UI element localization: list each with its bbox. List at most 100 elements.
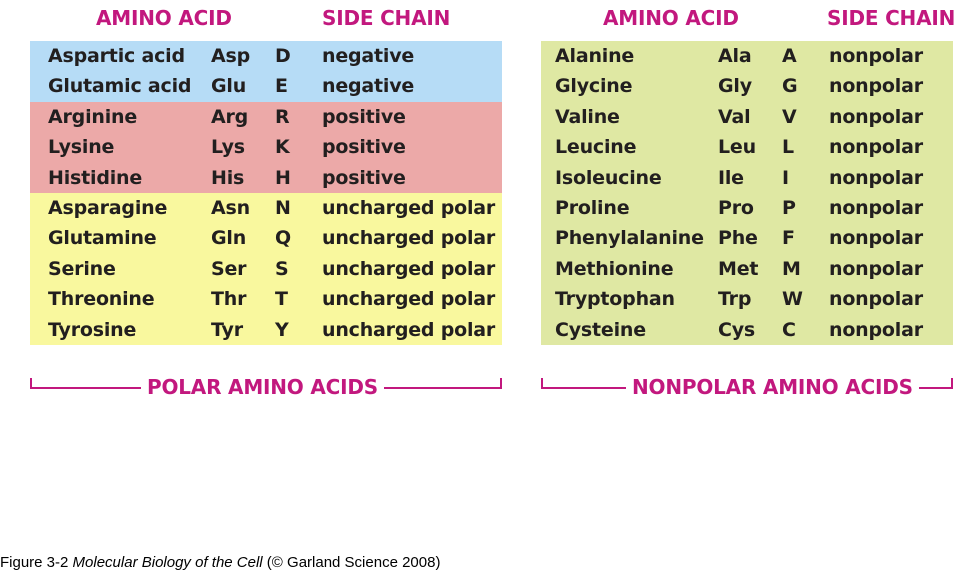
three-letter-code: Tyr	[211, 318, 243, 341]
amino-acid-name: Cysteine	[555, 318, 646, 341]
amino-acid-name: Asparagine	[48, 196, 168, 219]
side-chain-type: nonpolar	[829, 196, 923, 219]
one-letter-code: M	[782, 257, 801, 280]
side-chain-type: positive	[322, 166, 406, 189]
bracket-tick-right	[500, 378, 502, 389]
three-letter-code: Ala	[718, 45, 752, 67]
side-chain-type: nonpolar	[829, 318, 923, 341]
three-letter-code: Trp	[718, 288, 752, 311]
side-chain-type: nonpolar	[829, 288, 923, 311]
caption-prefix: Figure 3-2	[0, 554, 73, 571]
three-letter-code: Val	[718, 105, 751, 128]
amino-acid-name: Lysine	[48, 136, 115, 159]
side-chain-type: nonpolar	[829, 136, 923, 159]
side-chain-type: positive	[322, 105, 406, 128]
three-letter-code: Gly	[718, 75, 752, 98]
bracket-tick-left	[30, 378, 32, 389]
bracket-tick-right	[951, 378, 953, 389]
caption-book-title: Molecular Biology of the Cell	[72, 554, 263, 571]
figure-caption: Figure 3-2 Molecular Biology of the Cell…	[0, 554, 440, 571]
amino-acid-name: Glycine	[555, 75, 633, 98]
one-letter-code: F	[782, 227, 795, 250]
amino-acid-name: Alanine	[555, 45, 635, 67]
one-letter-code: T	[275, 288, 288, 311]
amino-acid-name: Phenylalanine	[555, 227, 704, 250]
side-chain-type: negative	[322, 75, 415, 98]
amino-acid-name: Serine	[48, 257, 116, 280]
one-letter-code: I	[782, 166, 789, 189]
side-chain-type: nonpolar	[829, 45, 923, 67]
one-letter-code: P	[782, 196, 796, 219]
three-letter-code: Met	[718, 257, 759, 280]
three-letter-code: Ile	[718, 166, 744, 189]
one-letter-code: V	[782, 105, 797, 128]
amino-acid-name: Methionine	[555, 257, 674, 280]
side-chain-type: positive	[322, 136, 406, 159]
three-letter-code: Glu	[211, 75, 247, 98]
three-letter-code: Gln	[211, 227, 247, 250]
three-letter-code: Thr	[211, 288, 247, 311]
one-letter-code: Q	[275, 227, 291, 250]
one-letter-code: N	[275, 196, 291, 219]
three-letter-code: Lys	[211, 136, 245, 159]
one-letter-code: S	[275, 257, 289, 280]
polar-header-side-chain: SIDE CHAIN	[322, 6, 451, 30]
three-letter-code: His	[211, 166, 245, 189]
side-chain-type: nonpolar	[829, 257, 923, 280]
amino-acid-name: Threonine	[48, 288, 155, 311]
side-chain-type: nonpolar	[829, 166, 923, 189]
one-letter-code: L	[782, 136, 794, 159]
amino-acid-name: Leucine	[555, 136, 637, 159]
one-letter-code: D	[275, 45, 291, 67]
amino-acid-name: Proline	[555, 196, 630, 219]
side-chain-type: nonpolar	[829, 227, 923, 250]
side-chain-type: negative	[322, 45, 415, 67]
one-letter-code: Y	[275, 318, 289, 341]
three-letter-code: Ser	[211, 257, 247, 280]
nonpolar-group-label: NONPOLAR AMINO ACIDS	[626, 375, 919, 399]
one-letter-code: H	[275, 166, 291, 189]
bracket-tick-left	[541, 378, 543, 389]
one-letter-code: C	[782, 318, 796, 341]
one-letter-code: E	[275, 75, 288, 98]
polar-header: AMINO ACID SIDE CHAIN	[30, 0, 502, 40]
one-letter-code: W	[782, 288, 803, 311]
amino-acid-name: Glutamic acid	[48, 75, 192, 98]
nonpolar-header-side-chain: SIDE CHAIN	[827, 6, 956, 30]
polar-group-label: POLAR AMINO ACIDS	[141, 375, 384, 399]
amino-acid-name: Valine	[555, 105, 620, 128]
amino-acid-name: Isoleucine	[555, 166, 662, 189]
nonpolar-group-bracket: NONPOLAR AMINO ACIDS	[541, 374, 953, 402]
side-chain-type: nonpolar	[829, 105, 923, 128]
three-letter-code: Leu	[718, 136, 756, 159]
nonpolar-header-amino-acid: AMINO ACID	[603, 6, 739, 30]
side-chain-type: uncharged polar	[322, 196, 496, 219]
side-chain-type: uncharged polar	[322, 227, 496, 250]
polar-group-bracket: POLAR AMINO ACIDS	[30, 374, 502, 402]
amino-acid-name: Arginine	[48, 105, 138, 128]
amino-acid-name: Tryptophan	[555, 288, 675, 311]
one-letter-code: R	[275, 105, 290, 128]
three-letter-code: Arg	[211, 105, 249, 128]
one-letter-code: G	[782, 75, 798, 98]
